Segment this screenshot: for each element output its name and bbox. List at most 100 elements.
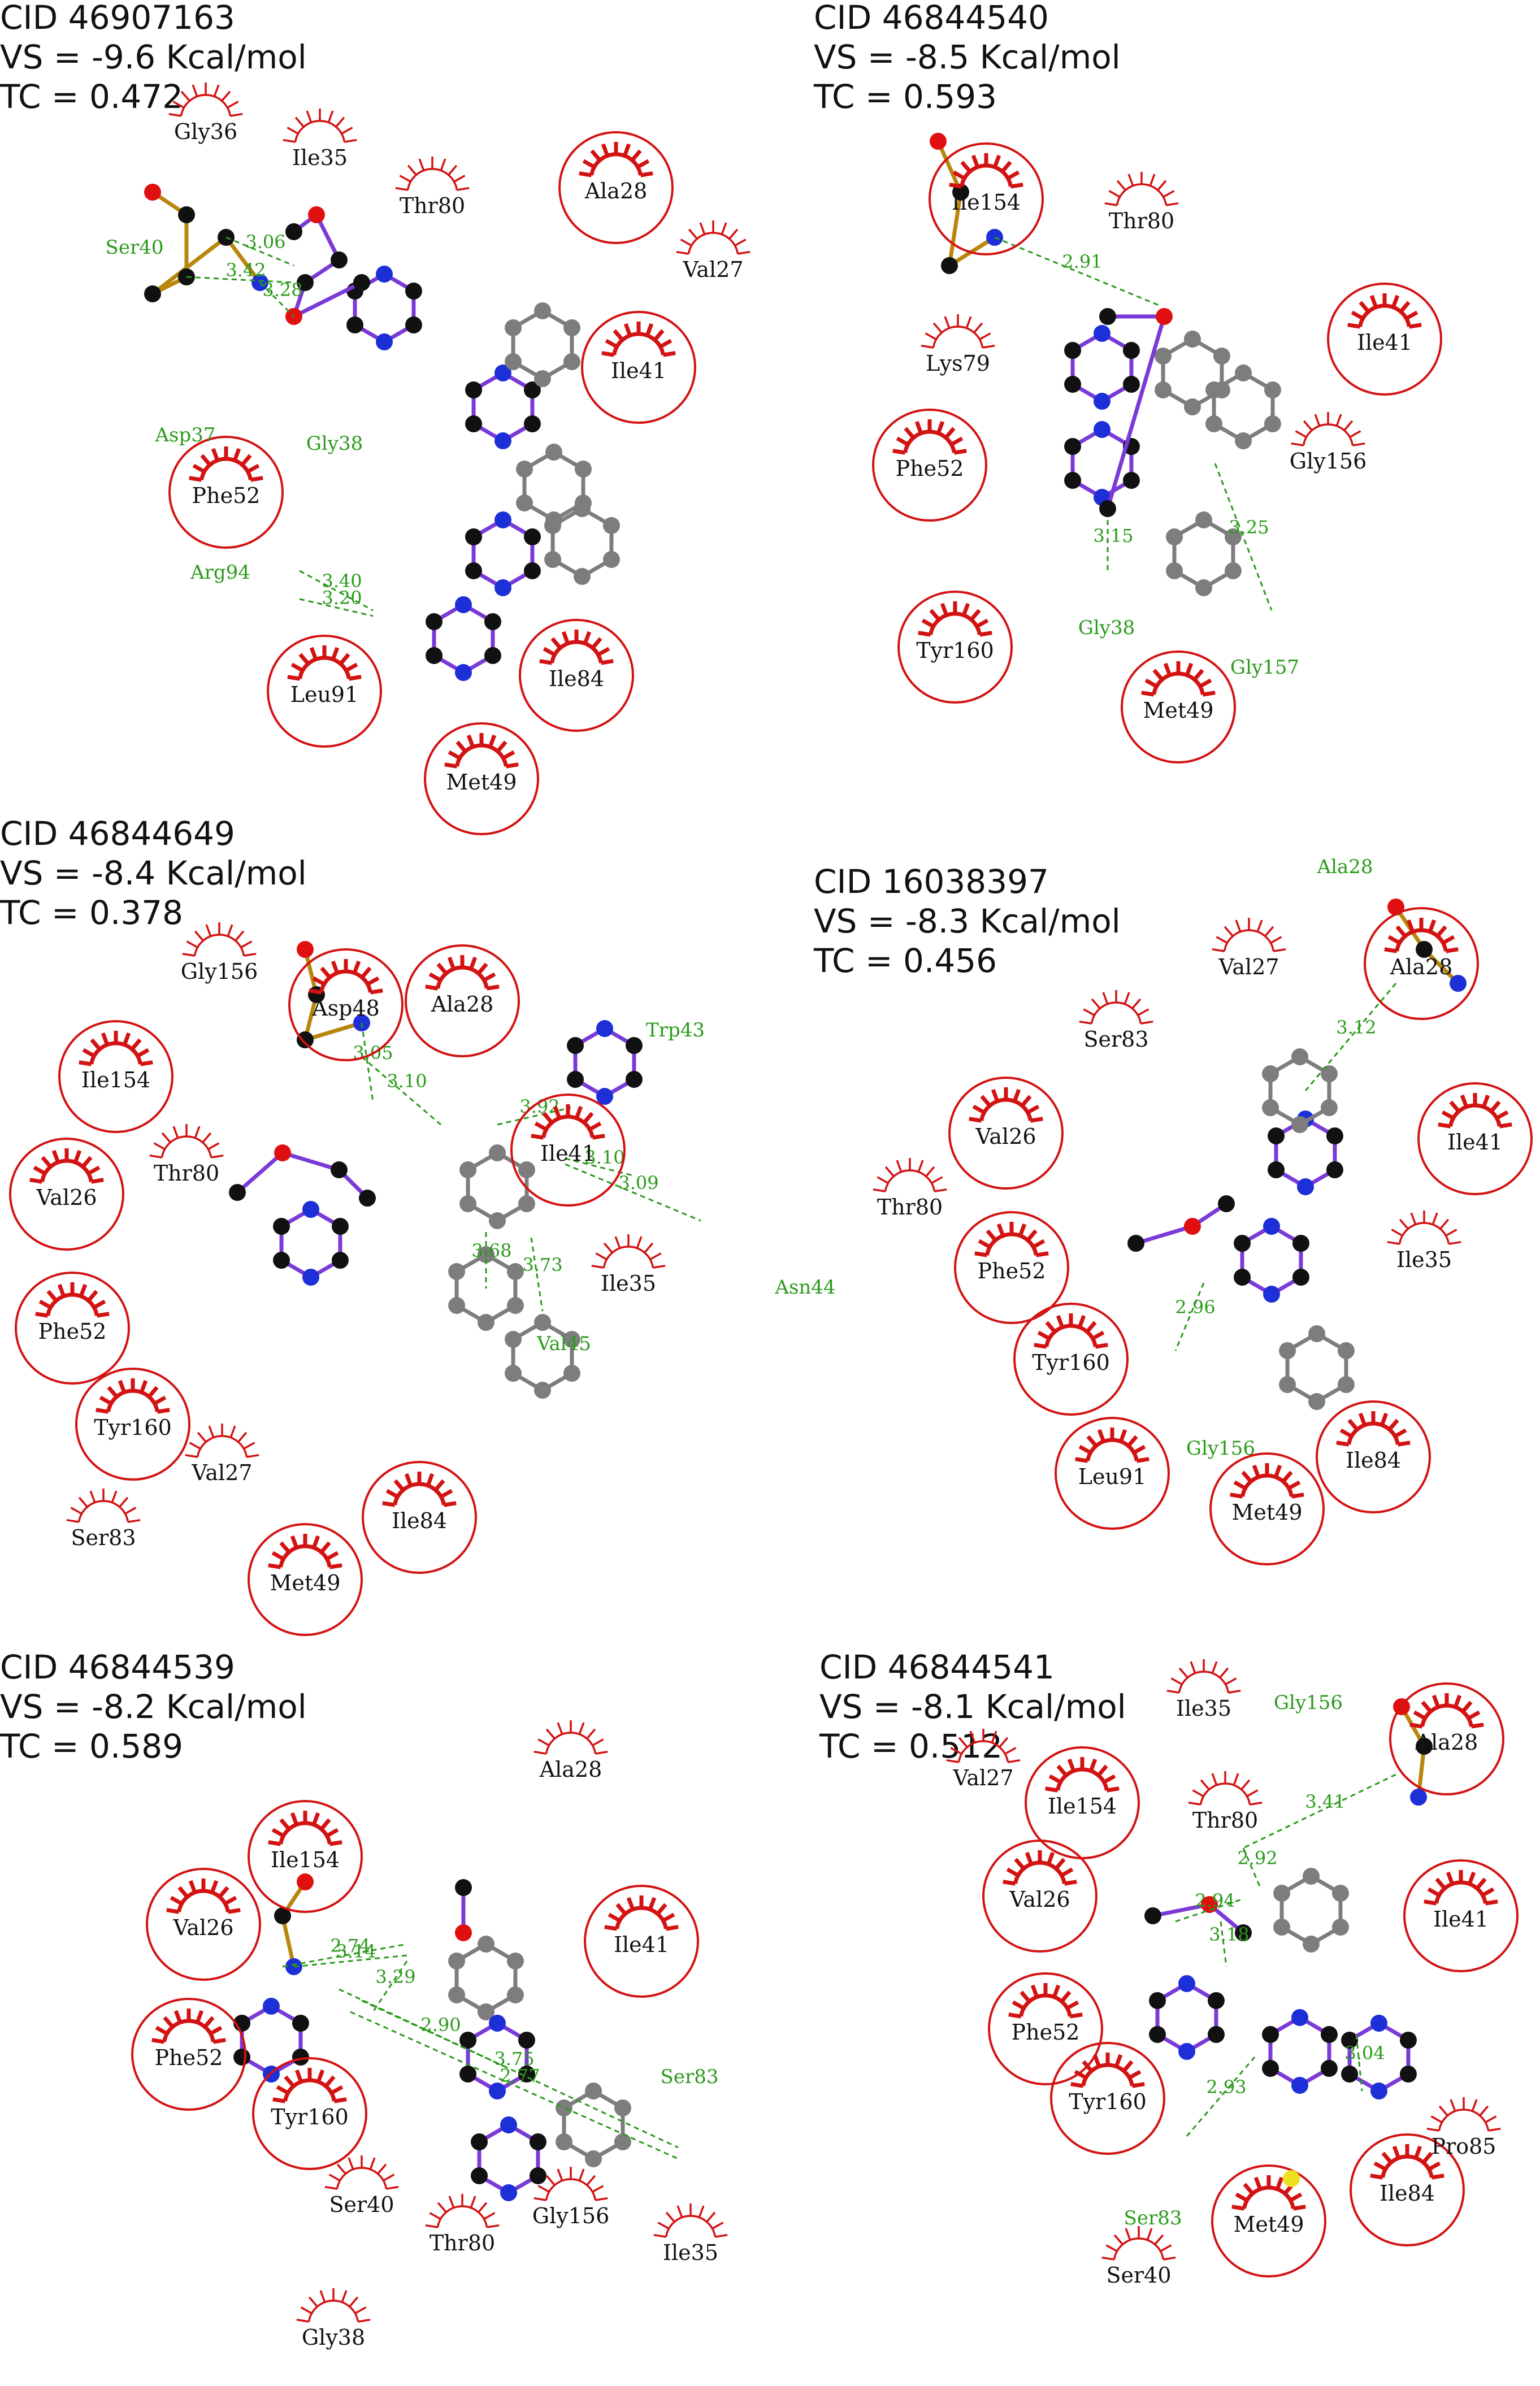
arc-spike bbox=[1012, 1088, 1021, 1102]
bonded-residue-gly38: Gly38 bbox=[306, 432, 363, 455]
atom bbox=[1144, 1907, 1161, 1924]
arc-spike bbox=[210, 1880, 219, 1893]
atom bbox=[331, 251, 348, 268]
arc-spike bbox=[958, 1737, 968, 1748]
arc-spike bbox=[1479, 2105, 1489, 2116]
arc-spike bbox=[1067, 1758, 1076, 1772]
arc-spike bbox=[433, 1479, 445, 1491]
circled-residue-ile154: Ile154 bbox=[929, 142, 1044, 255]
distance-label: 3.06 bbox=[245, 231, 285, 253]
atom bbox=[1399, 2032, 1417, 2049]
atom bbox=[478, 2003, 494, 2020]
arc-spike bbox=[991, 1730, 997, 1743]
distance-label: 3.25 bbox=[1229, 517, 1269, 538]
atom bbox=[1149, 1992, 1166, 2009]
distance-label: 3.20 bbox=[322, 587, 362, 609]
hydrogen-bond bbox=[259, 281, 295, 318]
arc-spike bbox=[287, 127, 299, 135]
arc-line bbox=[1152, 671, 1205, 695]
arc-spike bbox=[1230, 1493, 1243, 1499]
arc-spike bbox=[1442, 935, 1455, 945]
arc-spike bbox=[1428, 919, 1437, 932]
tc-label: TC = 0.593 bbox=[814, 77, 997, 116]
circled-residue-leu91: Leu91 bbox=[267, 635, 382, 748]
arc-spike bbox=[111, 1490, 118, 1503]
residue-label: Phe52 bbox=[155, 2045, 223, 2070]
arc-spike bbox=[1233, 1480, 1247, 1490]
distance-label: 2.77 bbox=[500, 2065, 540, 2086]
arc-spike bbox=[328, 2174, 341, 2182]
atom bbox=[297, 274, 314, 291]
bond bbox=[1135, 1224, 1194, 1246]
atom bbox=[459, 2032, 477, 2049]
atom bbox=[1264, 415, 1281, 432]
residue-label: Met49 bbox=[1143, 698, 1213, 723]
arc-spike bbox=[699, 222, 706, 235]
arc-spike bbox=[1192, 669, 1204, 681]
arc-line bbox=[177, 1889, 230, 1912]
atom bbox=[178, 206, 195, 223]
atom bbox=[465, 562, 483, 579]
hydrogen-bond bbox=[530, 1237, 544, 1312]
arc-line bbox=[665, 2215, 717, 2237]
arc-spike bbox=[311, 1812, 320, 1825]
arc-spike bbox=[936, 420, 945, 434]
ligand-structure bbox=[1064, 308, 1281, 596]
arc-spike bbox=[1188, 1801, 1201, 1806]
hydrophobic-arc bbox=[1409, 1693, 1484, 1729]
arc-spike bbox=[1103, 1774, 1116, 1784]
residue-gly156: Gly156 bbox=[181, 922, 258, 984]
arc-spike bbox=[483, 2212, 496, 2220]
atom bbox=[405, 316, 422, 333]
arc-spike bbox=[738, 250, 751, 255]
arc-spike bbox=[140, 1060, 153, 1066]
bond bbox=[280, 1915, 296, 1967]
arc-spike bbox=[1054, 1858, 1066, 1870]
arc-spike bbox=[1045, 1786, 1059, 1793]
arc-spike bbox=[235, 930, 245, 942]
atom bbox=[346, 316, 364, 333]
arc-line bbox=[1381, 2154, 1434, 2178]
bonded-residue-ser83: Ser83 bbox=[661, 2066, 719, 2088]
arc-spike bbox=[244, 952, 257, 957]
arc-spike bbox=[240, 454, 252, 466]
residue-label: Pro85 bbox=[1431, 2134, 1496, 2159]
arc-spike bbox=[341, 2290, 348, 2303]
arc-spike bbox=[182, 952, 195, 957]
atom bbox=[448, 1263, 466, 1280]
residue-circle bbox=[897, 591, 1013, 704]
bond bbox=[293, 280, 363, 319]
distance-label: 2.96 bbox=[1175, 1296, 1215, 1318]
atom bbox=[292, 2049, 309, 2066]
circled-residue-tyr160: Tyr160 bbox=[75, 1368, 190, 1481]
arc-spike bbox=[443, 1501, 457, 1507]
arc-spike bbox=[205, 924, 212, 937]
arc-spike bbox=[425, 2224, 438, 2228]
hydrogen-bond-group: 2.743.14 3.29 3.75 2.90 2.77 bbox=[282, 1935, 679, 2160]
arc-line bbox=[1434, 1880, 1487, 1904]
arc-spike bbox=[486, 984, 500, 991]
arc-spike bbox=[1499, 1122, 1512, 1129]
circled-residue-met49: Met49 bbox=[424, 722, 539, 835]
arc-spike bbox=[1351, 310, 1364, 320]
residue-ile35: Ile35 bbox=[591, 1234, 666, 1296]
residue-label: Val26 bbox=[36, 1185, 97, 1210]
arc-spike bbox=[884, 1166, 895, 1177]
arc-spike bbox=[1086, 1435, 1098, 1447]
arc-line bbox=[436, 965, 489, 989]
arc-spike bbox=[466, 734, 475, 748]
residue-label: Thr80 bbox=[154, 1161, 219, 1186]
atom bbox=[302, 1269, 319, 1286]
arc-spike bbox=[1025, 1851, 1034, 1865]
atom bbox=[1291, 1048, 1308, 1065]
residue-gly36: Gly36 bbox=[168, 83, 243, 144]
atom bbox=[1326, 1127, 1343, 1144]
arc-spike bbox=[1032, 1239, 1046, 1249]
arc-spike bbox=[1170, 1677, 1183, 1686]
arc-spike bbox=[358, 2318, 371, 2323]
atom bbox=[459, 1161, 477, 1178]
hydrogen-bond bbox=[1174, 1282, 1205, 1351]
arc-spike bbox=[542, 1112, 554, 1124]
hydrophobic-arc bbox=[1291, 412, 1365, 446]
arc-spike bbox=[979, 332, 991, 341]
